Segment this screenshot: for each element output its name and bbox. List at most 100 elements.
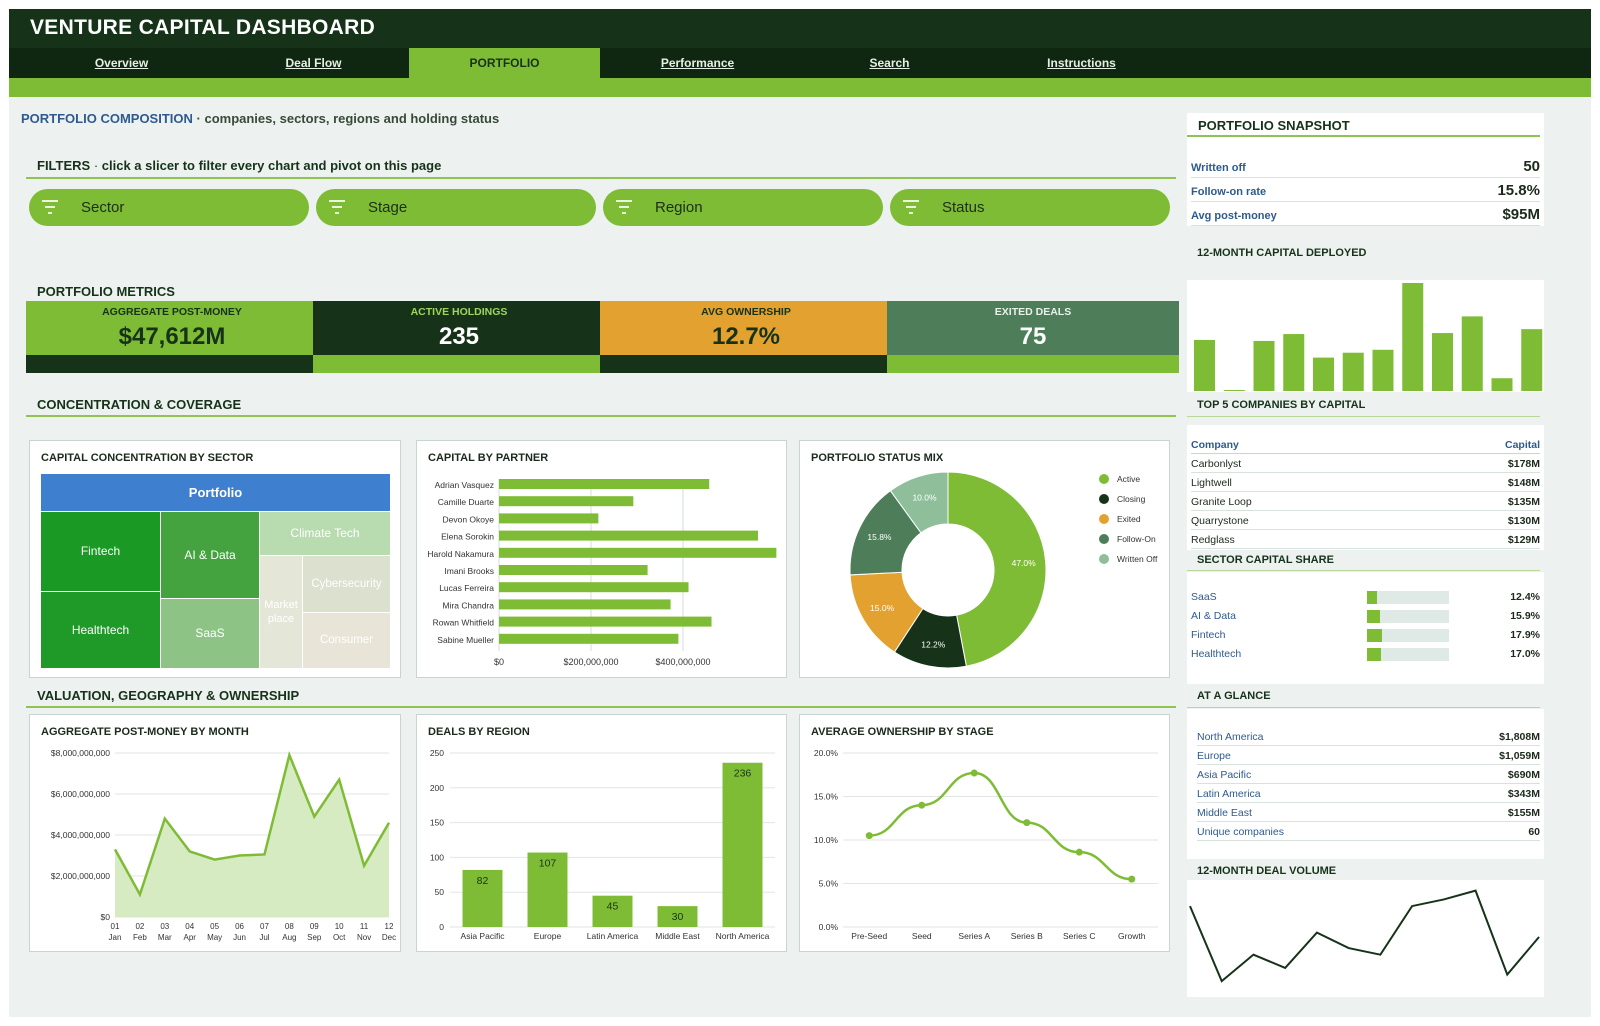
metric-label: ACTIVE HOLDINGS xyxy=(410,306,508,318)
x-tick-label: 07 xyxy=(260,922,269,931)
partner-bar xyxy=(499,582,689,593)
treemap-cell-healthtech[interactable]: Healthtech xyxy=(41,592,160,668)
treemap-cell-cybersecurity[interactable]: Cybersecurity xyxy=(303,556,390,612)
bar-value-label: 107 xyxy=(539,858,557,870)
partner-chart-title: CAPITAL BY PARTNER xyxy=(428,452,549,464)
sector-share-row: Fintech 17.9% xyxy=(1191,626,1540,645)
top5-title: TOP 5 COMPANIES BY CAPITAL xyxy=(1197,399,1366,411)
data-point xyxy=(1075,848,1083,856)
filter-icon xyxy=(903,200,919,214)
deployed-bar xyxy=(1432,333,1453,391)
treemap-cell-ai-data[interactable]: AI & Data xyxy=(161,512,259,598)
sector-share-track xyxy=(1367,648,1449,661)
x-tick-label: Europe xyxy=(534,931,562,941)
tab-portfolio[interactable]: PORTFOLIO xyxy=(409,48,600,78)
sector-label: SaaS xyxy=(1191,591,1217,603)
treemap-root[interactable]: Portfolio xyxy=(41,474,390,511)
x-tick-label: $200,000,000 xyxy=(563,657,618,667)
x-tick-label: 09 xyxy=(310,922,319,931)
glance-value: $690M xyxy=(1507,769,1540,781)
tab-deal-flow[interactable]: Deal Flow xyxy=(285,56,342,70)
slicer-sector-label: Sector xyxy=(81,199,125,216)
region-bar-chart: 0 50 100 150 200 250 82 Asia Pacific 107 Europe 45… xyxy=(430,748,775,941)
treemap-cell-climate-tech[interactable]: Climate Tech xyxy=(260,512,390,555)
partner-bar-chart: $0 $200,000,000 $400,000,000 Adrian Vasquez… xyxy=(427,479,777,667)
sector-share-track xyxy=(1367,610,1449,623)
tab-performance[interactable]: Performance xyxy=(660,56,735,70)
partner-chart-card: CAPITAL BY PARTNER $0 $200,000,000 $400,00… xyxy=(416,440,787,678)
sector-share-panel xyxy=(1187,572,1544,684)
data-point xyxy=(970,769,978,777)
x-tick-sublabel: Feb xyxy=(133,933,147,942)
snapshot-label: Written off xyxy=(1191,162,1246,174)
bar-value-label: 30 xyxy=(672,911,684,923)
y-tick-label: 20.0% xyxy=(814,748,839,758)
snapshot-title: PORTFOLIO SNAPSHOT xyxy=(1198,118,1350,133)
x-tick-sublabel: Apr xyxy=(184,933,197,942)
sector-value: 17.9% xyxy=(1510,629,1540,641)
composition-subtitle: companies, sectors, regions and holding … xyxy=(204,111,500,126)
x-tick-label: Asia Pacific xyxy=(461,931,506,941)
partner-bar xyxy=(499,496,634,507)
partner-label: Camille Duarte xyxy=(438,497,494,507)
sector-share-fill xyxy=(1367,610,1381,623)
treemap-title: CAPITAL CONCENTRATION BY SECTOR xyxy=(41,452,254,464)
partner-bar xyxy=(499,599,671,610)
sector-share-fill xyxy=(1367,648,1381,661)
tab-bar: Overview Deal Flow PORTFOLIO Performance… xyxy=(9,48,1591,78)
x-tick-sublabel: Nov xyxy=(357,933,371,942)
x-tick-label: $400,000,000 xyxy=(655,657,710,667)
partner-label: Devon Okoye xyxy=(443,514,495,524)
filters-dot: · xyxy=(90,158,102,173)
bar-value-label: 45 xyxy=(607,901,619,913)
filters-heading: FILTERS · click a slicer to filter every… xyxy=(37,158,441,173)
snapshot-rule xyxy=(1187,135,1540,137)
company-capital: $148M xyxy=(1507,477,1540,489)
composition-dot: · xyxy=(196,111,205,126)
deployed-bar xyxy=(1223,390,1245,391)
tab-overview[interactable]: Overview xyxy=(94,56,149,70)
y-tick-label: $2,000,000,000 xyxy=(51,871,110,881)
sector-share-rule xyxy=(1187,570,1540,571)
glance-row: Asia Pacific $690M xyxy=(1197,765,1540,784)
data-point xyxy=(1023,819,1031,827)
slicer-sector[interactable]: Sector xyxy=(29,189,309,226)
y-tick-label: 250 xyxy=(430,748,444,758)
treemap-cell-saas[interactable]: SaaS xyxy=(161,599,259,668)
y-tick-label: 200 xyxy=(430,783,444,793)
table-row: Granite Loop $135M xyxy=(1191,492,1540,511)
slice-label: 12.2% xyxy=(921,640,946,650)
treemap-cell-consumer[interactable]: Consumer xyxy=(303,613,390,668)
partner-label: Harold Nakamura xyxy=(427,549,494,559)
x-tick-label: $0 xyxy=(494,657,504,667)
status-donut-chart: 47.0% 12.2% 15.0% 15.8% 10.0% Active Closing Ex… xyxy=(849,471,1158,669)
glance-value: $155M xyxy=(1507,807,1540,819)
treemap-cell-marketplace[interactable]: Market place xyxy=(260,556,302,668)
slicer-stage[interactable]: Stage xyxy=(316,189,596,226)
metric-label: EXITED DEALS xyxy=(994,306,1072,318)
status-chart-title: PORTFOLIO STATUS MIX xyxy=(811,452,944,464)
tab-search[interactable]: Search xyxy=(869,56,910,70)
metric-value: 75 xyxy=(1019,323,1047,350)
ownership-chart-title: AVERAGE OWNERSHIP BY STAGE xyxy=(811,726,994,738)
x-tick-sublabel: Oct xyxy=(333,933,346,942)
company-name: Granite Loop xyxy=(1191,496,1252,508)
region-chart-card: DEALS BY REGION 0 50 100 150 200 250 82 Asia Pa… xyxy=(416,714,787,952)
glance-row: Unique companies 60 xyxy=(1197,822,1540,841)
treemap-cell-fintech[interactable]: Fintech xyxy=(41,512,160,591)
sector-value: 17.0% xyxy=(1510,648,1540,660)
donut-slice xyxy=(889,471,949,534)
slicer-status[interactable]: Status xyxy=(890,189,1170,226)
slicer-region[interactable]: Region xyxy=(603,189,883,226)
sector-share-row: AI & Data 15.9% xyxy=(1191,607,1540,626)
metric-value: $47,612M xyxy=(118,323,226,350)
x-tick-label: Series A xyxy=(958,931,990,941)
y-tick-label: 150 xyxy=(430,818,444,828)
x-tick-label: Latin America xyxy=(587,931,639,941)
deployed-bar xyxy=(1372,349,1394,391)
capital-deployed-panel xyxy=(1187,280,1544,392)
tab-instructions[interactable]: Instructions xyxy=(1047,56,1116,70)
ownership-line-chart: 0.0% 5.0% 10.0% 15.0% 20.0% Pre-Seed Seed Serie… xyxy=(814,748,1158,941)
series-line xyxy=(869,771,1132,881)
deployed-bar xyxy=(1461,316,1483,391)
